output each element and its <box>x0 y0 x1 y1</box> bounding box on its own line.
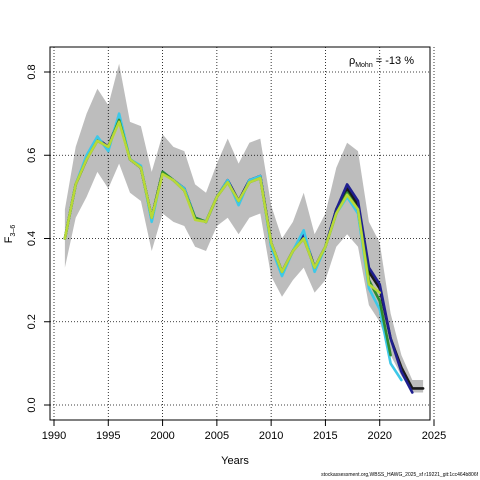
y-tick-label-2: 0.4 <box>26 231 38 246</box>
y-tick-label-1: 0.2 <box>26 314 38 329</box>
mohn-rho-annotation: ρMohn = -13 % <box>349 55 414 69</box>
rho-value: = -13 % <box>373 55 414 67</box>
series-layer <box>63 112 425 394</box>
x-tick-label-1990: 1990 <box>42 430 66 442</box>
x-tick-label-2005: 2005 <box>205 430 229 442</box>
rho-symbol: ρ <box>349 55 355 67</box>
x-tick-label-2020: 2020 <box>367 430 391 442</box>
y-axis-label-main: F <box>3 236 15 243</box>
rho-subscript: Mohn <box>355 62 373 69</box>
plot-frame <box>49 46 431 421</box>
x-tick-label-2000: 2000 <box>150 430 174 442</box>
y-tick-label-3: 0.6 <box>26 148 38 163</box>
footnote: stockassessment.org,WBSS_HAWG_2025_sf r1… <box>321 472 478 478</box>
y-tick-label-4: 0.8 <box>26 64 38 79</box>
confidence-band-layer <box>64 63 424 393</box>
grid-layer <box>50 47 435 420</box>
series-line-5 <box>63 120 382 294</box>
x-tick-label-1995: 1995 <box>96 430 120 442</box>
y-axis-label-sub: 3–6 <box>10 225 17 237</box>
x-tick-label-2025: 2025 <box>422 430 446 442</box>
x-tick-label-2010: 2010 <box>259 430 283 442</box>
x-tick-label-2015: 2015 <box>313 430 337 442</box>
x-axis-label: Years <box>221 455 249 467</box>
x-axis: 1990 1995 2000 2005 2010 2015 2020 2025 <box>42 420 446 442</box>
confidence-band <box>64 63 424 393</box>
y-axis-label: F3–6 <box>3 225 17 244</box>
y-axis: 0.0 0.2 0.4 0.6 0.8 <box>26 64 50 413</box>
y-tick-label-0: 0.0 <box>26 397 38 412</box>
